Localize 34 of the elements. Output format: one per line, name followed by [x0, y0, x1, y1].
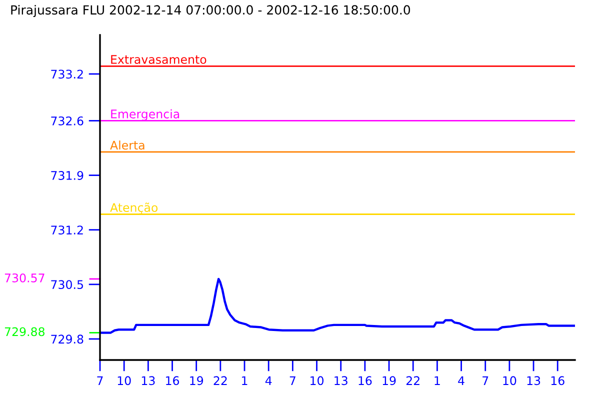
x-tick-label: 16 [166, 376, 180, 386]
ref-line-label: Emergencia [111, 109, 180, 121]
y-tick-label: 729.8 [51, 334, 84, 344]
line-series [100, 278, 575, 334]
x-tick-label: 19 [190, 376, 204, 386]
ref-line-label: Extravasamento [111, 55, 206, 64]
x-tick-label: 22 [406, 376, 420, 385]
y-tick-label: 733.2 [51, 70, 83, 79]
y-tick-label: 731.2 [51, 226, 83, 234]
x-tick-label: 7 [290, 376, 296, 385]
x-tick-label: 10 [503, 376, 516, 386]
x-tick-label: 4 [265, 376, 272, 385]
text: 729.88 [4, 327, 44, 336]
x-tick-label: 10 [118, 376, 131, 386]
ref-line-label: Atenção [110, 202, 158, 214]
x-tick-label: 22 [214, 376, 227, 385]
x-tick-label: 19 [382, 376, 396, 386]
x-tick-label: 16 [551, 376, 564, 386]
chart-title: Pirajussara FLU 2002-12-14 07:00:00.0 - 2002-12-16 18:50:00.0 [11, 4, 410, 18]
x-tick-label: 16 [358, 376, 372, 386]
x-tick-label: 13 [334, 376, 348, 386]
y-tick-label: 730.5 [51, 280, 83, 290]
text: 730.57 [4, 273, 44, 282]
y-tick-label: 731.9 [51, 171, 84, 180]
x-tick-label: 13 [527, 376, 540, 386]
x-tick-label: 10 [310, 376, 324, 386]
x-tick-label: 13 [142, 376, 155, 386]
y-tick-label: 732.6 [51, 116, 84, 126]
x-tick-label: 7 [482, 376, 488, 385]
ref-line-label: Alerta [110, 140, 144, 150]
x-tick-label: 1 [242, 376, 248, 385]
x-tick-label: 1 [434, 376, 440, 385]
x-tick-label: 7 [97, 376, 103, 385]
x-tick-label: 4 [458, 376, 464, 385]
